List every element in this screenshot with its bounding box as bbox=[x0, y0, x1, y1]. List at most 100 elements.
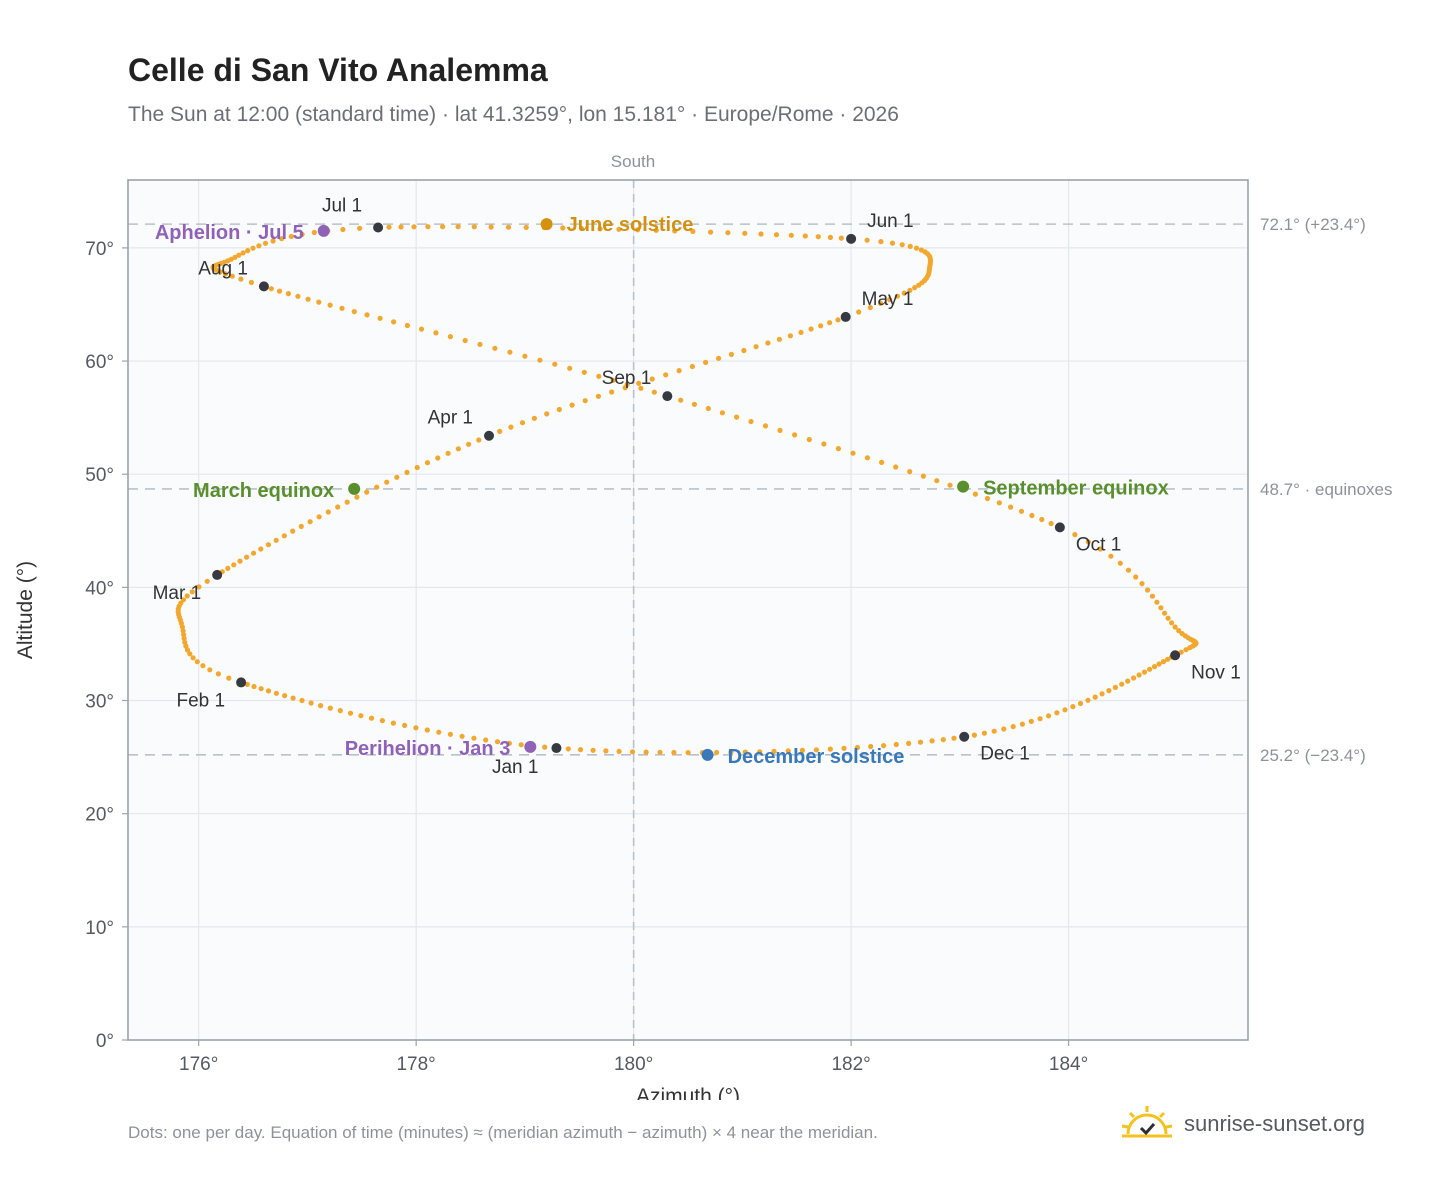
daily-dot bbox=[290, 528, 296, 534]
daily-dot bbox=[864, 455, 871, 461]
daily-dot bbox=[340, 226, 346, 233]
daily-dot bbox=[273, 690, 279, 696]
daily-dot bbox=[578, 225, 585, 231]
daily-dot bbox=[508, 424, 514, 430]
daily-dot bbox=[913, 245, 920, 251]
y-tick-label: 30° bbox=[85, 692, 114, 713]
daily-dot bbox=[603, 748, 609, 754]
brand[interactable]: sunrise-sunset.org bbox=[1120, 1102, 1365, 1146]
month-label: Jun 1 bbox=[867, 211, 913, 232]
event-label: Aphelion · Jul 5 bbox=[155, 222, 304, 244]
daily-dot bbox=[1117, 560, 1123, 566]
daily-dot bbox=[610, 377, 616, 383]
month-marker bbox=[840, 311, 851, 322]
daily-dot bbox=[518, 742, 524, 748]
daily-dot bbox=[337, 708, 343, 714]
daily-dot bbox=[523, 224, 529, 230]
daily-dot bbox=[507, 349, 513, 355]
daily-dot bbox=[386, 224, 392, 230]
daily-dot bbox=[567, 365, 573, 371]
month-label: Jan 1 bbox=[492, 757, 538, 778]
event-marker bbox=[701, 748, 714, 761]
daily-dot bbox=[643, 749, 649, 755]
daily-dot bbox=[813, 747, 820, 753]
daily-dot bbox=[889, 240, 896, 246]
daily-dot bbox=[595, 393, 602, 399]
y-tick-label: 60° bbox=[85, 352, 114, 373]
month-marker bbox=[373, 222, 384, 233]
daily-dot bbox=[1072, 532, 1078, 538]
daily-dot bbox=[785, 748, 791, 754]
daily-dot bbox=[404, 469, 410, 475]
daily-dot bbox=[544, 411, 550, 417]
daily-dot bbox=[806, 436, 812, 443]
daily-dot bbox=[251, 550, 257, 556]
daily-dot bbox=[907, 469, 913, 475]
daily-dot bbox=[1099, 691, 1105, 697]
daily-dot bbox=[311, 229, 317, 236]
daily-dot bbox=[1160, 659, 1167, 665]
event-marker bbox=[540, 218, 553, 231]
brand-link[interactable]: sunrise-sunset.org bbox=[1184, 1111, 1365, 1136]
daily-dot bbox=[347, 710, 354, 716]
daily-dot bbox=[519, 420, 526, 426]
daily-dot bbox=[391, 319, 397, 325]
daily-dot bbox=[1119, 681, 1125, 687]
daily-dot bbox=[671, 749, 677, 756]
daily-dot bbox=[1156, 661, 1162, 667]
daily-dot bbox=[929, 738, 935, 744]
y-tick-label: 70° bbox=[85, 239, 114, 260]
daily-dot bbox=[1054, 710, 1060, 716]
month-label: Apr 1 bbox=[428, 408, 473, 429]
x-tick-label: 178° bbox=[396, 1054, 435, 1075]
daily-dot bbox=[841, 745, 847, 751]
daily-dot bbox=[497, 428, 503, 434]
daily-dot bbox=[827, 234, 834, 240]
daily-dot bbox=[325, 509, 331, 515]
month-marker bbox=[551, 743, 562, 754]
daily-dot bbox=[279, 236, 285, 242]
daily-dot bbox=[920, 473, 927, 479]
month-marker bbox=[959, 731, 970, 742]
month-marker bbox=[662, 391, 673, 402]
daily-dot bbox=[270, 238, 276, 244]
daily-dot bbox=[1154, 599, 1160, 605]
daily-dot bbox=[940, 737, 946, 743]
daily-dot bbox=[455, 446, 461, 452]
daily-dot bbox=[390, 720, 396, 726]
month-label: Aug 1 bbox=[198, 258, 248, 279]
daily-dot bbox=[466, 441, 472, 447]
daily-dot bbox=[799, 747, 806, 754]
daily-dot bbox=[972, 491, 979, 497]
daily-dot bbox=[765, 340, 771, 346]
daily-dot bbox=[808, 326, 814, 332]
daily-dot bbox=[462, 337, 468, 344]
analemma-chart: 72.1° (+23.4°) 48.7° · equinoxes 25.2° (−2… bbox=[14, 152, 1393, 1100]
daily-dot bbox=[907, 243, 913, 249]
daily-dot bbox=[307, 519, 313, 525]
daily-dot bbox=[792, 432, 798, 438]
daily-dot bbox=[258, 546, 264, 552]
plot-frame bbox=[127, 179, 1249, 1041]
daily-dot bbox=[354, 494, 360, 500]
daily-dot bbox=[411, 224, 417, 230]
month-label: May 1 bbox=[862, 289, 914, 310]
daily-dot bbox=[506, 740, 512, 746]
daily-dot bbox=[282, 693, 288, 699]
daily-dot bbox=[265, 542, 271, 548]
x-axis-label: Azimuth (°) bbox=[636, 1085, 740, 1100]
daily-dot bbox=[864, 237, 870, 243]
south-label: South bbox=[611, 152, 655, 171]
month-markers: Jan 1 Feb 1 Mar 1 Apr 1 May 1 Jun 1 Jul 1 Aug 1… bbox=[153, 196, 1241, 779]
daily-dot bbox=[351, 309, 357, 315]
daily-dot bbox=[1136, 672, 1142, 678]
daily-dot bbox=[357, 225, 363, 231]
daily-dot bbox=[298, 523, 304, 530]
daily-dot bbox=[288, 233, 294, 240]
daily-dot bbox=[629, 749, 636, 755]
daily-dot bbox=[691, 401, 698, 407]
daily-dot bbox=[663, 372, 669, 378]
daily-dot bbox=[414, 464, 420, 471]
daily-dot bbox=[222, 271, 229, 277]
month-label: Jul 1 bbox=[322, 196, 362, 217]
